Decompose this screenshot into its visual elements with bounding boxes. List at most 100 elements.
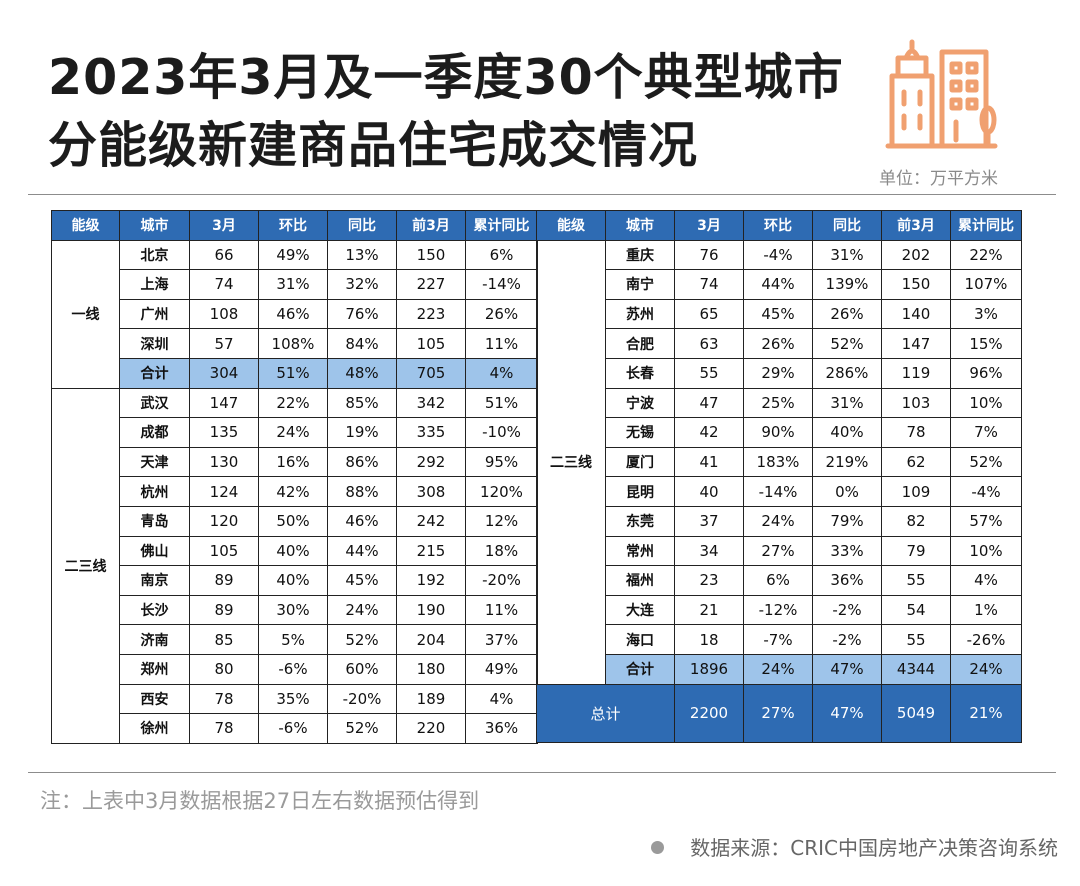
q1-cell: 705 [396,357,466,389]
data-tables: 能级 城市 3月 环比 同比 前3月 累计同比 一线 北京 66 49% 13% 150 6% 上海 74 3… [51,210,1022,753]
q1-cell: 192 [396,565,466,596]
march-cell: 120 [189,505,259,537]
city-cell: 长春 [605,357,675,389]
q1-cell: 227 [396,269,466,300]
table-row: 深圳 57 108% 84% 105 11% [52,328,538,359]
q1-yoy-cell: 10% [950,387,1022,419]
q1-yoy-cell: 52% [950,446,1022,478]
table-row: 厦门 41 183% 219% 62 52% [537,446,1022,478]
q1-cell: 79 [881,535,951,567]
city-cell: 东莞 [605,505,675,537]
table-row: 二三线 武汉 147 22% 85% 342 51% [51,387,538,744]
yoy-cell: 32% [327,269,397,300]
unit-label: 单位：万平方米 [879,169,998,189]
city-cell: 杭州 [119,476,190,507]
q1-cell: 5049 [881,683,951,743]
mom-cell: -6% [258,653,328,685]
city-cell: 佛山 [119,535,190,567]
table-row: 宁波 47 25% 31% 103 10% [537,387,1022,419]
city-cell: 合肥 [605,328,675,359]
column-header: 前3月 [881,210,951,241]
city-cell: 武汉 [119,387,190,419]
march-cell: 76 [674,239,744,271]
city-cell: 宁波 [605,387,675,419]
march-cell: 89 [189,594,259,626]
yoy-cell: 60% [327,653,397,685]
q1-yoy-cell: 37% [465,624,538,655]
q1-cell: 62 [881,446,951,478]
q1-yoy-cell: 7% [950,417,1022,448]
march-cell: 124 [189,476,259,507]
march-cell: 63 [674,328,744,359]
yoy-cell: -20% [327,683,397,715]
mom-cell: 183% [743,446,813,478]
march-cell: 57 [189,328,259,359]
yoy-cell: 139% [812,269,882,300]
mom-cell: 108% [258,328,328,359]
column-header: 能级 [51,210,120,241]
subtotal-row: 合计 1896 24% 47% 4344 24% [537,653,1022,685]
mom-cell: -14% [743,476,813,507]
table-row: 二三线 重庆 76 -4% 31% 202 22% [536,239,1022,685]
yoy-cell: 47% [812,653,882,685]
march-cell: 1896 [674,653,744,685]
tier-cell: 二三线 [51,387,120,744]
mom-cell: 24% [743,505,813,537]
q1-yoy-cell: 4% [950,565,1022,596]
q1-cell: 292 [396,446,466,478]
table-row: 东莞 37 24% 79% 82 57% [537,505,1022,537]
table-row: 南京 89 40% 45% 192 -20% [52,565,538,596]
mom-cell: 35% [258,683,328,715]
q1-cell: 105 [396,328,466,359]
table-row: 成都 135 24% 19% 335 -10% [52,417,538,448]
column-header: 累计同比 [950,210,1022,241]
city-cell: 成都 [119,417,190,448]
q1-yoy-cell: 57% [950,505,1022,537]
mom-cell: 44% [743,269,813,300]
march-cell: 85 [189,624,259,655]
subtotal-row: 合计 304 51% 48% 705 4% [52,357,538,389]
march-cell: 37 [674,505,744,537]
q1-cell: 78 [881,417,951,448]
q1-cell: 215 [396,535,466,567]
yoy-cell: 26% [812,298,882,330]
q1-yoy-cell: 11% [465,328,538,359]
yoy-cell: 45% [327,565,397,596]
column-header: 城市 [605,210,675,241]
march-cell: 89 [189,565,259,596]
yoy-cell: 33% [812,535,882,567]
bullet-dot-icon [651,841,665,854]
yoy-cell: 86% [327,446,397,478]
mom-cell: -4% [743,239,813,271]
table-row: 佛山 105 40% 44% 215 18% [52,535,538,567]
q1-yoy-cell: 18% [465,535,538,567]
mom-cell: 30% [258,594,328,626]
grand-total-row: 总计 2200 27% 47% 5049 21% [536,683,1022,743]
city-cell: 上海 [119,269,190,300]
table-row: 无锡 42 90% 40% 78 7% [537,417,1022,448]
table-row: 郑州 80 -6% 60% 180 49% [52,653,538,685]
column-header: 同比 [812,210,882,241]
q1-cell: 55 [881,624,951,655]
left-table: 能级 城市 3月 环比 同比 前3月 累计同比 一线 北京 66 49% 13% 150 6% 上海 74 3… [51,210,538,744]
city-cell: 南宁 [605,269,675,300]
q1-yoy-cell: -14% [465,269,538,300]
table-row: 西安 78 35% -20% 189 4% [52,683,538,715]
city-cell: 福州 [605,565,675,596]
city-cell: 深圳 [119,328,190,359]
march-cell: 55 [674,357,744,389]
q1-cell: 189 [396,683,466,715]
q1-yoy-cell: 51% [465,387,538,419]
march-cell: 74 [674,269,744,300]
mom-cell: 46% [258,298,328,330]
march-cell: 130 [189,446,259,478]
table-row: 一线 北京 66 49% 13% 150 6% [51,239,538,389]
q1-cell: 150 [396,239,466,271]
mom-cell: 22% [258,387,328,419]
mom-cell: 24% [743,653,813,685]
city-cell: 天津 [119,446,190,478]
q1-yoy-cell: 1% [950,594,1022,626]
march-cell: 108 [189,298,259,330]
yoy-cell: 19% [327,417,397,448]
column-header: 3月 [674,210,744,241]
